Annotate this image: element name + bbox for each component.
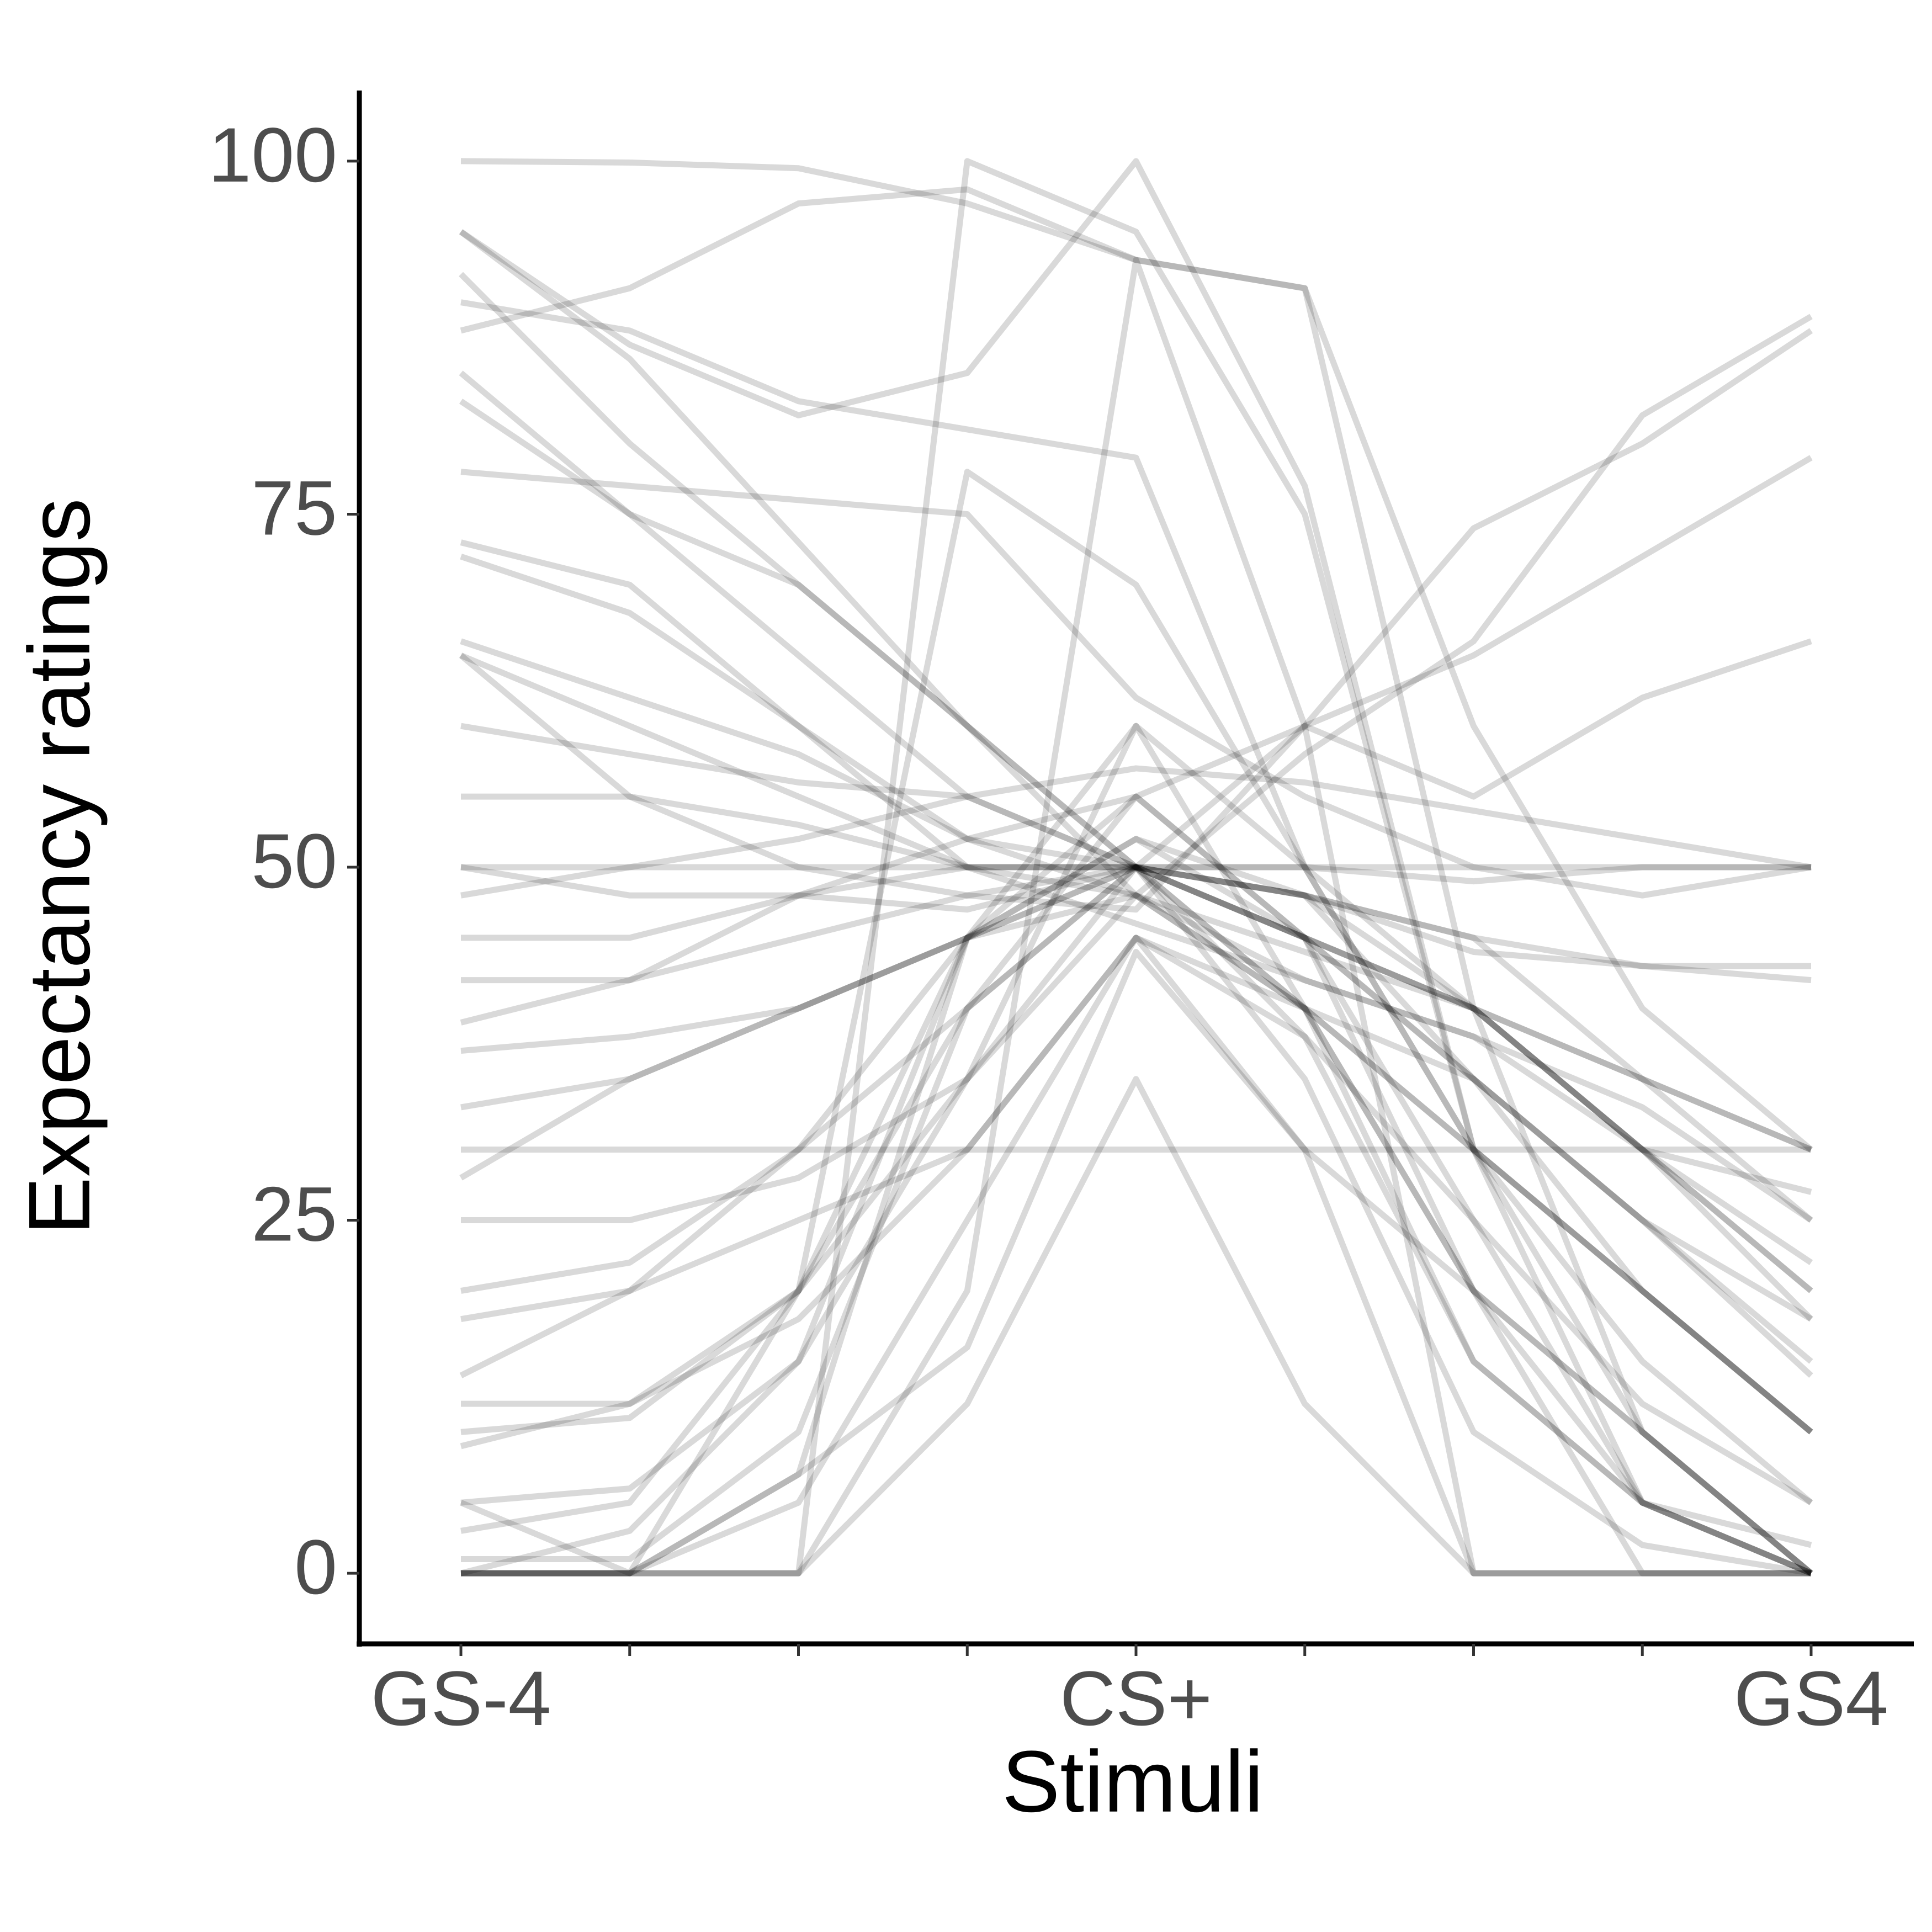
- participant-line: [461, 864, 1813, 1577]
- participant-line: [460, 723, 1812, 1548]
- participant-line: [459, 638, 1812, 1181]
- participant-line: [461, 935, 1813, 1577]
- participant-line: [460, 539, 1811, 969]
- participant-line: [460, 299, 1812, 1195]
- participant-line: [460, 836, 1813, 1364]
- participant-line: [461, 793, 1813, 1265]
- participant-line: [461, 948, 1811, 1577]
- participant-line: [459, 229, 1813, 1435]
- x-tick-label: CS+: [1060, 1655, 1212, 1742]
- y-tick-label: 50: [251, 818, 337, 904]
- participant-line: [460, 765, 1812, 899]
- participant-line: [461, 892, 1813, 1435]
- x-axis-title: Stimuli: [1002, 1733, 1264, 1830]
- participant-line: [460, 186, 1813, 1576]
- y-tick-label: 0: [294, 1524, 337, 1610]
- participant-line: [460, 638, 1813, 1321]
- participant-line: [459, 935, 1813, 1378]
- participant-line: [461, 158, 1813, 1577]
- participant-line: [460, 864, 1813, 1223]
- y-tick-label: 100: [208, 112, 337, 198]
- y-axis-title: Expectancy ratings: [11, 498, 108, 1235]
- participant-line: [460, 864, 1813, 1294]
- participant-line: [461, 864, 1813, 1153]
- participant-line: [459, 328, 1813, 913]
- participant-line: [461, 864, 1812, 1577]
- participant-line: [461, 257, 1811, 1577]
- participant-line: [460, 836, 1813, 1577]
- y-tick-label: 75: [251, 464, 337, 551]
- y-tick-label: 25: [251, 1171, 337, 1257]
- participant-line: [460, 158, 1813, 1152]
- participant-line: [461, 864, 1813, 1576]
- participant-line: [460, 469, 1812, 899]
- participant-line: [459, 399, 1813, 1577]
- participant-line: [459, 652, 1813, 1223]
- participant-line: [460, 314, 1813, 1054]
- participant-line: [459, 370, 1813, 1153]
- participant-line: [459, 158, 1813, 1577]
- participant-line: [461, 1076, 1811, 1577]
- participant-line: [459, 272, 1813, 1435]
- participant-line: [460, 723, 1811, 885]
- x-tick-label: GS-4: [371, 1655, 551, 1742]
- participant-line: [460, 793, 1813, 1577]
- participant-line: [460, 793, 1811, 1577]
- participant-line: [461, 864, 1812, 984]
- participant-line: [459, 469, 1813, 1577]
- participant-line: [460, 553, 1813, 1293]
- participant-line: [460, 723, 1813, 1505]
- x-tick-label: GS4: [1734, 1655, 1888, 1742]
- participant-line: [460, 935, 1813, 1576]
- participant-line: [460, 455, 1813, 1026]
